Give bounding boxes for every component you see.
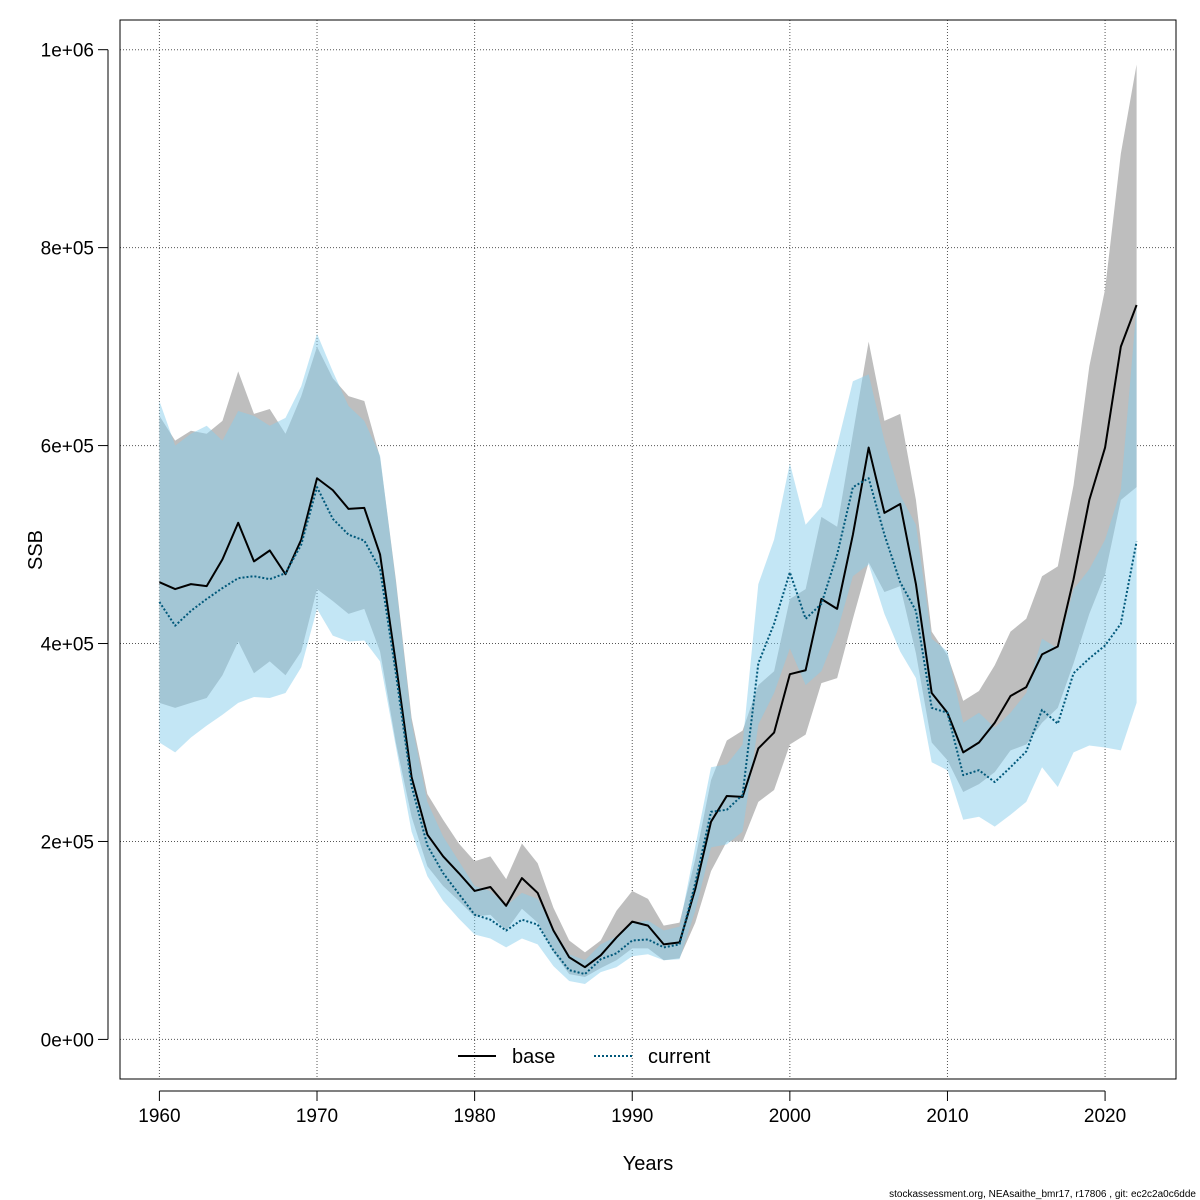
x-tick-label: 1980 xyxy=(453,1106,495,1127)
x-tick-label: 1970 xyxy=(296,1106,338,1127)
y-tick-label: 2e+05 xyxy=(41,832,94,853)
legend-label-current: current xyxy=(648,1046,711,1068)
x-axis-title: Years xyxy=(623,1153,673,1175)
y-tick-label: 4e+05 xyxy=(41,635,94,656)
legend: base current xyxy=(458,1046,711,1068)
y-tick-label: 0e+00 xyxy=(41,1030,94,1051)
confidence-band-current xyxy=(159,307,1137,984)
series-lines xyxy=(158,304,1138,976)
series-line-base xyxy=(159,304,1138,969)
series-line-current xyxy=(158,477,1138,976)
plot-frame xyxy=(119,19,1177,1080)
legend-label-base: base xyxy=(512,1046,555,1068)
x-tick-label: 2010 xyxy=(926,1106,968,1127)
footer-note: stockassessment.org, NEAsaithe_bmr17, r1… xyxy=(889,1189,1196,1200)
x-tick-label: 1990 xyxy=(611,1106,653,1127)
confidence-bands xyxy=(159,64,1137,984)
y-tick-label: 8e+05 xyxy=(41,239,94,260)
x-tick-label: 1960 xyxy=(138,1106,180,1127)
x-tick-label: 2000 xyxy=(769,1106,811,1127)
y-tick-label: 1e+06 xyxy=(41,41,94,62)
axes: 1960 1970 1980 1990 2000 2010 2020 0e+00 2e+05 4e… xyxy=(41,41,1127,1127)
y-axis-title: SSB xyxy=(25,530,47,570)
x-tick-label: 2020 xyxy=(1084,1106,1126,1127)
y-tick-label: 6e+05 xyxy=(41,437,94,458)
